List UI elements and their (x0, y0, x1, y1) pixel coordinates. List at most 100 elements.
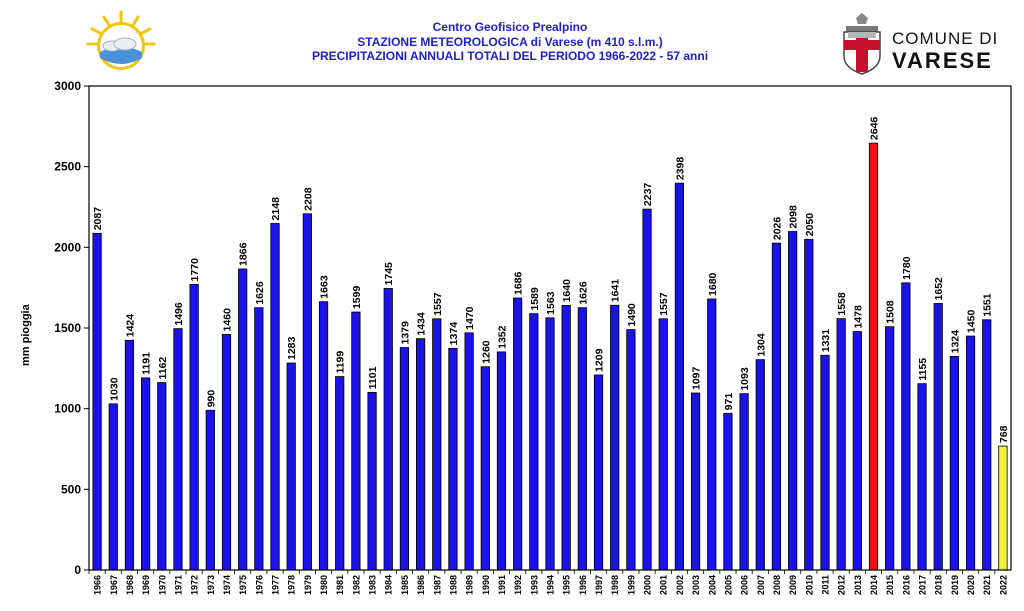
bar (626, 329, 636, 571)
bar (448, 347, 458, 571)
bar (108, 403, 118, 571)
bar (124, 339, 135, 571)
bar-value-label: 1162 (157, 357, 169, 380)
x-tick-label: 1972 (190, 575, 200, 595)
bar (901, 282, 911, 571)
bar-value-label: 1199 (335, 351, 347, 374)
bar-value-label: 1745 (383, 262, 395, 286)
bars (92, 142, 1008, 571)
bar-value-label: 1557 (658, 292, 670, 316)
bar-value-label: 1331 (820, 329, 832, 353)
bar-value-label: 1599 (351, 286, 363, 310)
bar-value-label: 1101 (367, 366, 379, 389)
x-tick-label: 1968 (125, 575, 135, 595)
bar-value-label: 1209 (594, 348, 606, 372)
comune-label: COMUNE DI (892, 29, 999, 48)
x-tick-label: 1990 (481, 575, 491, 595)
bar (286, 362, 296, 571)
bar-value-label: 768 (998, 425, 1010, 443)
x-tick-label: 2004 (707, 575, 717, 595)
bar-value-label: 1557 (432, 292, 444, 316)
bar (610, 304, 620, 571)
bar (270, 223, 280, 571)
y-axis: 0 500 1000 1500 2000 2500 3000 (54, 79, 89, 577)
x-tick-label: 2018 (934, 575, 944, 595)
x-tick-label: 1995 (562, 575, 572, 595)
bar (415, 338, 426, 571)
bar-value-label: 1470 (464, 306, 476, 330)
bar-value-label: 1589 (529, 287, 541, 311)
x-tick-label: 1971 (173, 575, 183, 595)
bar (480, 366, 490, 571)
x-tick-label: 1982 (351, 575, 361, 595)
y-tick-label: 2500 (54, 160, 81, 174)
x-tick-label: 1991 (497, 575, 507, 595)
bar (221, 334, 232, 571)
bar (92, 232, 102, 571)
x-tick-label: 2001 (659, 575, 669, 595)
centro-geofisico-logo (84, 8, 158, 72)
bar-value-label: 1450 (966, 310, 978, 334)
plot-area-border (88, 85, 1012, 571)
bar (642, 208, 652, 571)
x-tick-label: 1967 (109, 575, 119, 595)
x-tick-label: 1987 (432, 575, 442, 595)
bar-value-label: 1379 (399, 321, 411, 345)
bar (868, 142, 879, 571)
plot-frame (88, 85, 1012, 571)
x-tick-label: 1979 (303, 575, 313, 595)
x-tick-label: 1980 (319, 575, 329, 595)
x-tick-label: 1989 (465, 575, 475, 595)
bar-value-label: 1424 (124, 314, 136, 338)
x-tick-label: 2012 (837, 575, 847, 595)
x-tick-label: 1992 (513, 575, 523, 595)
bar (238, 268, 248, 571)
x-tick-label: 1998 (610, 575, 620, 595)
bar (205, 409, 215, 571)
bar-value-label: 1640 (561, 279, 573, 303)
x-tick-label: 1966 (93, 575, 103, 595)
bar-value-label: 1652 (933, 277, 945, 301)
title-line-3: PRECIPITAZIONI ANNUALI TOTALI DEL PERIOD… (311, 49, 709, 63)
x-tick-label: 2021 (982, 575, 992, 595)
bar-value-label: 1478 (852, 305, 864, 329)
bar-value-label: 1686 (513, 271, 525, 295)
x-tick-label: 1974 (222, 575, 232, 595)
bar-value-label: 2087 (92, 207, 104, 231)
bar-value-label: 2237 (642, 183, 654, 207)
bar-value-label: 1155 (917, 358, 929, 381)
bar-value-label: 2208 (302, 187, 314, 211)
bar-value-label: 1626 (577, 281, 589, 305)
bar (367, 391, 377, 571)
x-tick-label: 1970 (157, 575, 167, 595)
x-tick-label: 1984 (384, 575, 394, 595)
x-tick-label: 2019 (950, 575, 960, 595)
y-tick-label: 500 (61, 482, 81, 496)
bar (852, 331, 862, 571)
x-tick-label: 2020 (966, 575, 976, 595)
bar (723, 412, 733, 571)
bar (529, 313, 539, 571)
bar (982, 319, 992, 571)
bar (820, 354, 830, 571)
bar (933, 303, 943, 571)
bar (707, 298, 717, 571)
bar (513, 297, 523, 571)
x-tick-label: 2008 (772, 575, 782, 595)
bar-value-label: 1558 (836, 292, 848, 316)
x-tick-label: 2013 (853, 575, 863, 595)
bar (949, 355, 959, 571)
bar (318, 301, 329, 571)
bar (836, 318, 846, 571)
bar-value-label: 1260 (480, 340, 492, 364)
y-tick-label: 1000 (54, 402, 81, 416)
bar (254, 307, 264, 571)
bar (432, 318, 442, 571)
bar-value-label: 1460 (221, 308, 233, 332)
bar (593, 374, 604, 571)
x-tick-label: 1988 (448, 575, 458, 595)
bar (658, 318, 668, 571)
x-tick-label: 1981 (335, 575, 345, 595)
varese-coat-of-arms-icon (843, 13, 881, 75)
y-tick-label: 1500 (54, 321, 81, 335)
